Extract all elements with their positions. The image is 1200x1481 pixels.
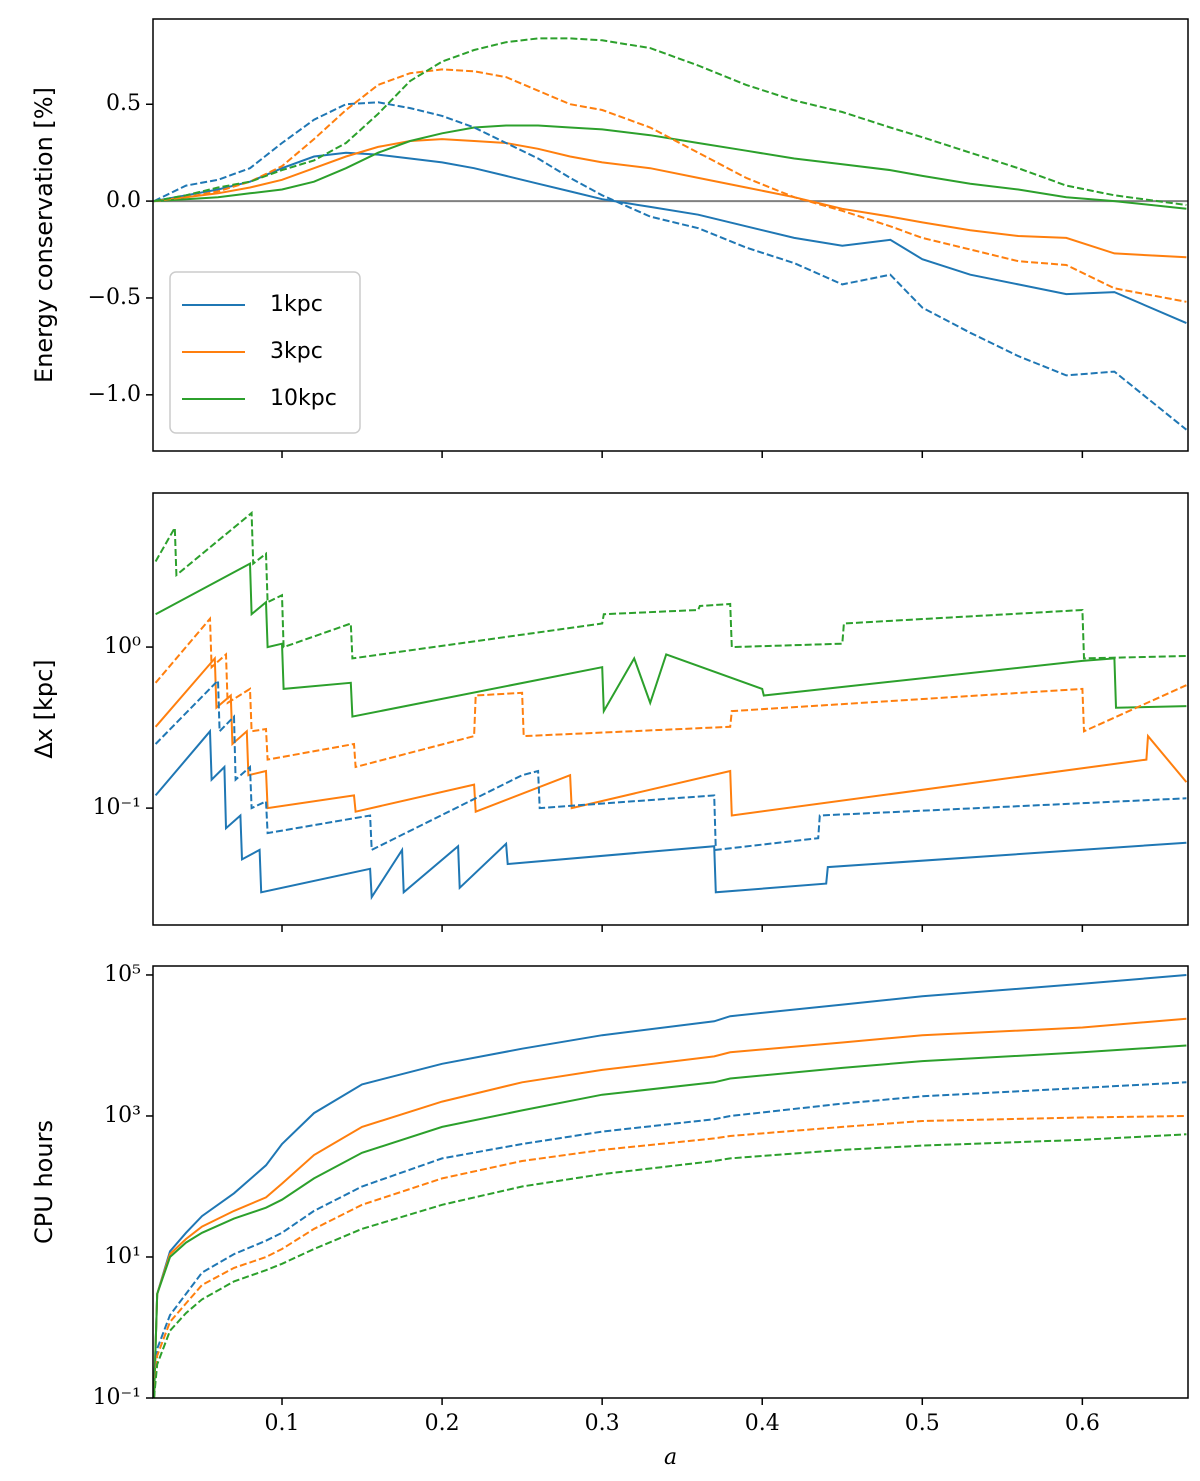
legend-label: 3kpc: [270, 339, 323, 364]
x-tick-label: 0.1: [265, 1411, 300, 1436]
data-line: [155, 561, 1187, 718]
data-line: [153, 151, 1187, 325]
y-tick-label: 10¹: [104, 1244, 141, 1269]
axes-frame: [152, 492, 1189, 926]
data-line: [154, 510, 1187, 660]
x-tick-label: 0.2: [425, 1411, 460, 1436]
y-axis-label: Δx [kpc]: [30, 659, 58, 758]
x-tick-label: 0.6: [1065, 1411, 1100, 1436]
data-line: [153, 138, 1187, 259]
data-line: [154, 616, 1187, 769]
axes-frame: [152, 965, 1189, 1399]
x-tick-label: 0.4: [745, 1411, 780, 1436]
legend-box: [169, 271, 361, 434]
y-tick-label: 10⁻¹: [93, 1385, 141, 1410]
data-line: [153, 101, 1188, 431]
y-axis-label: Energy conservation [%]: [30, 87, 58, 383]
x-tick-label: 0.5: [905, 1411, 940, 1436]
y-axis-label: CPU hours: [30, 1120, 58, 1244]
y-tick-label: 10⁰: [104, 634, 141, 659]
data-line: [153, 124, 1187, 210]
data-line: [153, 1133, 1187, 1398]
y-tick-label: 10³: [104, 1103, 141, 1128]
y-tick-label: 10⁻¹: [93, 795, 141, 820]
data-line: [153, 974, 1187, 1398]
legend-label: 10kpc: [270, 386, 337, 411]
x-axis-label: a: [664, 1445, 677, 1470]
data-line: [154, 655, 1188, 817]
axes-frame: [152, 18, 1189, 452]
data-line: [153, 68, 1187, 303]
data-line: [153, 1044, 1187, 1398]
y-tick-label: 0.5: [106, 91, 141, 116]
y-tick-label: −1.0: [88, 382, 141, 407]
data-line: [153, 1081, 1187, 1398]
y-tick-label: −0.5: [88, 285, 141, 310]
y-tick-label: 10⁵: [104, 962, 141, 987]
data-line: [153, 1115, 1187, 1398]
data-line: [153, 37, 1187, 206]
legend-label: 1kpc: [270, 292, 323, 317]
data-line: [154, 678, 1187, 852]
data-line: [153, 1017, 1187, 1398]
y-tick-label: 0.0: [106, 188, 141, 213]
data-line: [154, 728, 1187, 901]
x-tick-label: 0.3: [585, 1411, 620, 1436]
